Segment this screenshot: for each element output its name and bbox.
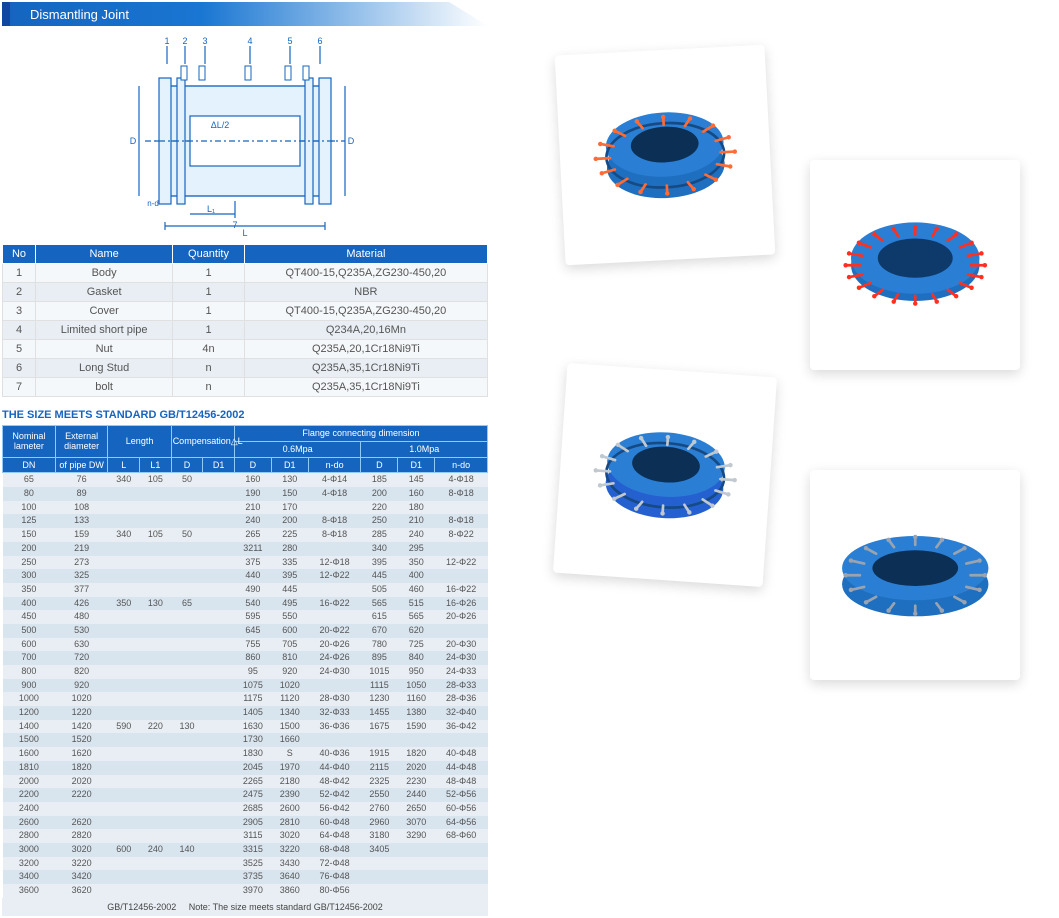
table-row: 280028203115302064-Φ483180329068-Φ60: [3, 829, 488, 843]
product-card: [810, 470, 1020, 680]
parts-table: NoNameQuantityMaterial 1Body1QT400-15,Q2…: [2, 244, 488, 397]
th-flange: Flange connecting dimension: [234, 426, 487, 442]
table-row: 160016201830S40-Φ361915182040-Φ48: [3, 747, 488, 761]
table-row: 100010201175112028-Φ301230116028-Φ36: [3, 692, 488, 706]
product-card: [555, 45, 776, 266]
table-row: 220022202475239052-Φ422550244052-Φ56: [3, 788, 488, 802]
th-dn2: DN: [3, 457, 56, 473]
table-row: 25027337533512-Φ1839535012-Φ22: [3, 556, 488, 570]
th-06mpa: 0.6Mpa: [234, 441, 361, 457]
table-row: 30032544039512-Φ22445400: [3, 569, 488, 583]
svg-text:D: D: [130, 136, 137, 146]
table-row: 1500152017301660: [3, 733, 488, 747]
th-d1: D1: [203, 457, 235, 473]
th-l: L: [108, 457, 140, 473]
table-row: 45048059555061556520-Φ26: [3, 610, 488, 624]
table-row: 7boltnQ235A,35,1Cr18Ni9Ti: [3, 378, 488, 397]
th-dn: Nominal lameter: [3, 426, 56, 458]
section-title: Dismantling Joint: [2, 2, 488, 26]
svg-text:ΔL/2: ΔL/2: [211, 120, 230, 130]
table-row: 6Long StudnQ235A,35,1Cr18Ni9Ti: [3, 359, 488, 378]
table-row: 24002685260056-Φ422760265060-Φ56: [3, 802, 488, 816]
table-row: 200020202265218048-Φ422325223048-Φ48: [3, 775, 488, 789]
svg-text:3: 3: [202, 36, 207, 46]
th-dw: External diameter: [55, 426, 108, 458]
table-row: 60063075570520-Φ2678072520-Φ30: [3, 638, 488, 652]
table-row: 2Gasket1NBR: [3, 283, 488, 302]
parts-th: Material: [244, 245, 487, 264]
table-row: 1Body1QT400-15,Q235A,ZG230-450,20: [3, 264, 488, 283]
product-render: [570, 380, 761, 571]
table-row: 1251332402008-Φ182502108-Φ18: [3, 514, 488, 528]
th-l1: L1: [140, 457, 172, 473]
th-06d1: D1: [271, 457, 308, 473]
svg-text:7: 7: [232, 220, 237, 230]
table-row: 6576340105501601304-Φ141851454-Φ18: [3, 473, 488, 487]
table-row: 4Limited short pipe1Q234A,20,16Mn: [3, 321, 488, 340]
product-render: [571, 61, 759, 249]
spec-panel: Dismantling Joint: [0, 0, 490, 918]
technical-diagram: 1 2 3 4 5 6 7 L L₁ D D ΔL/2 n-d: [2, 32, 488, 244]
svg-text:L₁: L₁: [207, 204, 215, 214]
table-row: 70072086081024-Φ2689584024-Φ30: [3, 651, 488, 665]
table-row: 80891901504-Φ182001608-Φ18: [3, 487, 488, 501]
standard-title: THE SIZE MEETS STANDARD GB/T12456-2002: [2, 397, 488, 425]
th-comp: Compensation△L: [171, 426, 234, 458]
table-row: 140014205902201301630150036-Φ36167515903…: [3, 720, 488, 734]
table-row: 260026202905281060-Φ482960307064-Φ56: [3, 816, 488, 830]
svg-text:5: 5: [287, 36, 292, 46]
svg-text:n-d: n-d: [147, 199, 159, 208]
table-row: 4004263501306554049516-Φ2256551516-Φ26: [3, 597, 488, 611]
table-row: 900920107510201115105028-Φ33: [3, 679, 488, 693]
th-10mpa: 1.0Mpa: [361, 441, 488, 457]
table-row: 2002193211280340295: [3, 542, 488, 556]
table-row: 120012201405134032-Φ331455138032-Φ40: [3, 706, 488, 720]
th-10ndo: n-do: [435, 457, 488, 473]
table-row: 100108210170220180: [3, 501, 488, 515]
table-row: 360036203970386080-Φ56: [3, 884, 488, 898]
table-row: 340034203735364076-Φ48: [3, 870, 488, 884]
parts-th: No: [3, 245, 36, 264]
th-dw2: of pipe DW: [55, 457, 108, 473]
svg-text:D: D: [348, 136, 355, 146]
th-06ndo: n-do: [308, 457, 361, 473]
table-row: 320032203525343072-Φ48: [3, 857, 488, 871]
svg-text:1: 1: [164, 36, 169, 46]
table-row: 35037749044550546016-Φ22: [3, 583, 488, 597]
footer-note: Note: The size meets standard GB/T12456-…: [189, 902, 383, 912]
table-row: 181018202045197044-Φ402115202044-Φ48: [3, 761, 488, 775]
parts-th: Quantity: [173, 245, 245, 264]
svg-text:6: 6: [317, 36, 322, 46]
table-row: 8008209592024-Φ30101595024-Φ33: [3, 665, 488, 679]
th-d: D: [171, 457, 203, 473]
table-row: 3Cover1QT400-15,Q235A,ZG230-450,20: [3, 302, 488, 321]
size-table: Nominal lameter External diameter Length…: [2, 425, 488, 898]
th-10d: D: [361, 457, 398, 473]
svg-text:2: 2: [182, 36, 187, 46]
th-10d1: D1: [398, 457, 435, 473]
footer-std: GB/T12456-2002: [107, 902, 176, 912]
size-table-footer: GB/T12456-2002 Note: The size meets stan…: [2, 898, 488, 916]
table-row: 150159340105502652258-Φ182852408-Φ22: [3, 528, 488, 542]
table-row: 5Nut4nQ235A,20,1Cr18Ni9Ti: [3, 340, 488, 359]
th-06d: D: [234, 457, 271, 473]
parts-th: Name: [36, 245, 173, 264]
section-title-text: Dismantling Joint: [30, 7, 129, 22]
svg-text:L: L: [242, 228, 247, 236]
table-row: 50053064560020-Φ22670620: [3, 624, 488, 638]
product-render: [826, 176, 1005, 355]
product-render: [826, 486, 1005, 665]
product-card: [810, 160, 1020, 370]
table-row: 300030206002401403315322068-Φ483405: [3, 843, 488, 857]
product-card: [553, 363, 777, 587]
th-length: Length: [108, 426, 171, 458]
diagram-svg: 1 2 3 4 5 6 7 L L₁ D D ΔL/2 n-d: [95, 36, 395, 236]
product-gallery: [490, 0, 1059, 918]
svg-text:4: 4: [247, 36, 252, 46]
